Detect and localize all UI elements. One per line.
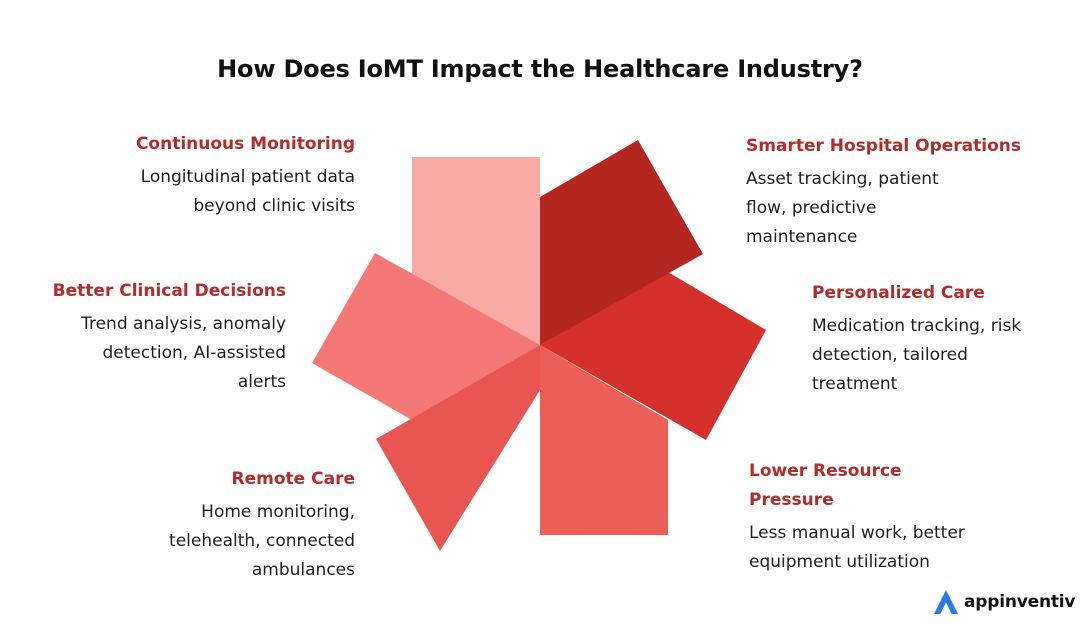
item-description: Less manual work, better equipment utili… [749, 519, 1009, 577]
desc-line: equipment utilization [749, 552, 930, 572]
desc-line: Less manual work, better [749, 523, 965, 543]
desc-line: telehealth, connected [169, 531, 355, 551]
item-description: Medication tracking, risk detection, tai… [812, 312, 1062, 399]
item-better-clinical-decisions: Better Clinical Decisions Trend analysis… [20, 277, 286, 397]
desc-line: maintenance [746, 227, 858, 247]
heading-line: Pressure [749, 490, 834, 510]
item-heading: Continuous Monitoring [135, 134, 355, 154]
desc-line: flow, predictive [746, 198, 877, 218]
item-remote-care: Remote Care Home monitoring, telehealth,… [110, 465, 355, 585]
desc-line: alerts [237, 372, 286, 392]
page-title: How Does IoMT Impact the Healthcare Indu… [217, 55, 863, 83]
petal-personalized [540, 272, 766, 440]
item-description: Trend analysis, anomaly detection, AI-as… [20, 310, 286, 397]
item-heading: Smarter Hospital Operations [746, 136, 1021, 156]
desc-line: Asset tracking, patient [746, 169, 939, 189]
item-personalized-care: Personalized Care Medication tracking, r… [812, 279, 1062, 399]
desc-line: detection, tailored [812, 345, 968, 365]
desc-line: treatment [812, 374, 898, 394]
item-heading: Lower Resource Pressure [749, 457, 1009, 515]
desc-line: Longitudinal patient data [140, 167, 355, 187]
item-description: Asset tracking, patient flow, predictive… [746, 165, 1046, 252]
petal-smarter [540, 140, 703, 345]
desc-line: Home monitoring, [201, 502, 355, 522]
desc-line: detection, AI-assisted [102, 343, 287, 363]
logo-text: appinventiv [964, 592, 1076, 612]
item-description: Longitudinal patient data beyond clinic … [80, 163, 355, 221]
item-description: Home monitoring, telehealth, connected a… [110, 498, 355, 585]
petal-remote [376, 345, 540, 551]
item-continuous-monitoring: Continuous Monitoring Longitudinal patie… [80, 130, 355, 221]
desc-line: beyond clinic visits [193, 196, 355, 216]
item-smarter-hospital-operations: Smarter Hospital Operations Asset tracki… [746, 132, 1046, 252]
brand-logo: appinventiv [932, 587, 1075, 617]
item-heading: Personalized Care [812, 283, 985, 303]
petal-lower [540, 345, 668, 535]
item-lower-resource-pressure: Lower Resource Pressure Less manual work… [749, 457, 1009, 577]
item-heading: Better Clinical Decisions [52, 281, 286, 301]
desc-line: Medication tracking, risk [812, 316, 1022, 336]
desc-line: Trend analysis, anomaly [81, 314, 286, 334]
heading-line: Lower Resource [749, 461, 902, 481]
desc-line: ambulances [251, 560, 355, 580]
appinventiv-logo-icon [934, 590, 958, 614]
item-heading: Remote Care [231, 469, 355, 489]
